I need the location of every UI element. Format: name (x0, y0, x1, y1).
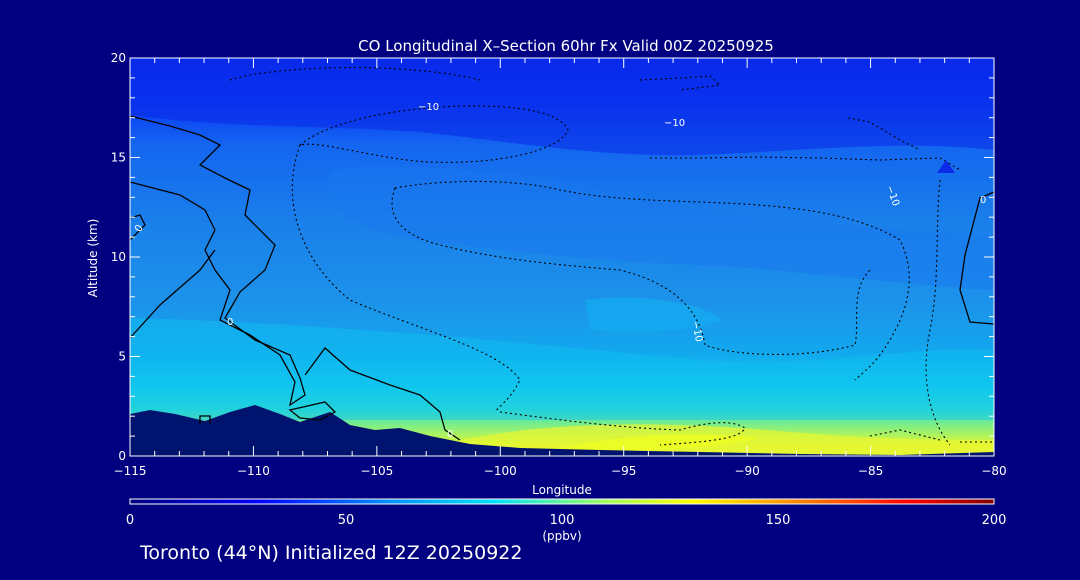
colorbar-tick-label: 100 (550, 513, 575, 528)
contour-label: 0 (133, 223, 146, 234)
y-tick-label: 0 (118, 449, 126, 463)
colorbar-unit-label: (ppbv) (542, 529, 581, 543)
x-axis: −115 −110 −105 −100 −95 −90 −85 −80 (114, 58, 1007, 478)
contour-label: 0 (447, 429, 453, 440)
marker-triangle (937, 160, 955, 173)
x-tick-label: −80 (981, 464, 1006, 478)
y-tick-label: 20 (111, 51, 126, 65)
colorbar-tick-label: 50 (338, 513, 355, 528)
concentration-field (130, 58, 994, 456)
x-tick-label: −90 (734, 464, 759, 478)
terrain-mask (130, 405, 994, 456)
contour-label: −10 (418, 102, 439, 113)
colorbar-tick-label: 200 (982, 513, 1007, 528)
x-axis-label: Longitude (532, 483, 592, 497)
colorbar-tick-label: 0 (126, 513, 134, 528)
x-tick-label: −85 (858, 464, 883, 478)
chart-title: CO Longitudinal X–Section 60hr Fx Valid … (358, 37, 774, 55)
contour-label: −10 (664, 118, 685, 129)
footer-caption: Toronto (44°N) Initialized 12Z 20250922 (140, 542, 523, 564)
x-tick-label: −95 (611, 464, 636, 478)
y-axis: 0 5 10 15 20 (111, 51, 994, 463)
y-axis-label: Altitude (km) (86, 219, 100, 298)
x-tick-label: −110 (237, 464, 270, 478)
x-tick-label: −105 (360, 464, 393, 478)
contour-label: 0 (980, 195, 986, 206)
x-tick-label: −100 (484, 464, 517, 478)
x-tick-label: −115 (114, 464, 147, 478)
y-tick-label: 10 (111, 250, 126, 264)
colorbar-tick-label: 150 (766, 513, 791, 528)
colorbar (129, 498, 995, 505)
colorbar-ticks: 0 50 100 150 200 (126, 513, 1007, 528)
y-tick-label: 5 (118, 350, 126, 364)
contour-label: 0 (227, 317, 233, 328)
zero-contours (129, 115, 995, 441)
y-tick-label: 15 (111, 151, 126, 165)
negative-contours (229, 66, 994, 446)
contour-label: −10 (689, 320, 703, 343)
